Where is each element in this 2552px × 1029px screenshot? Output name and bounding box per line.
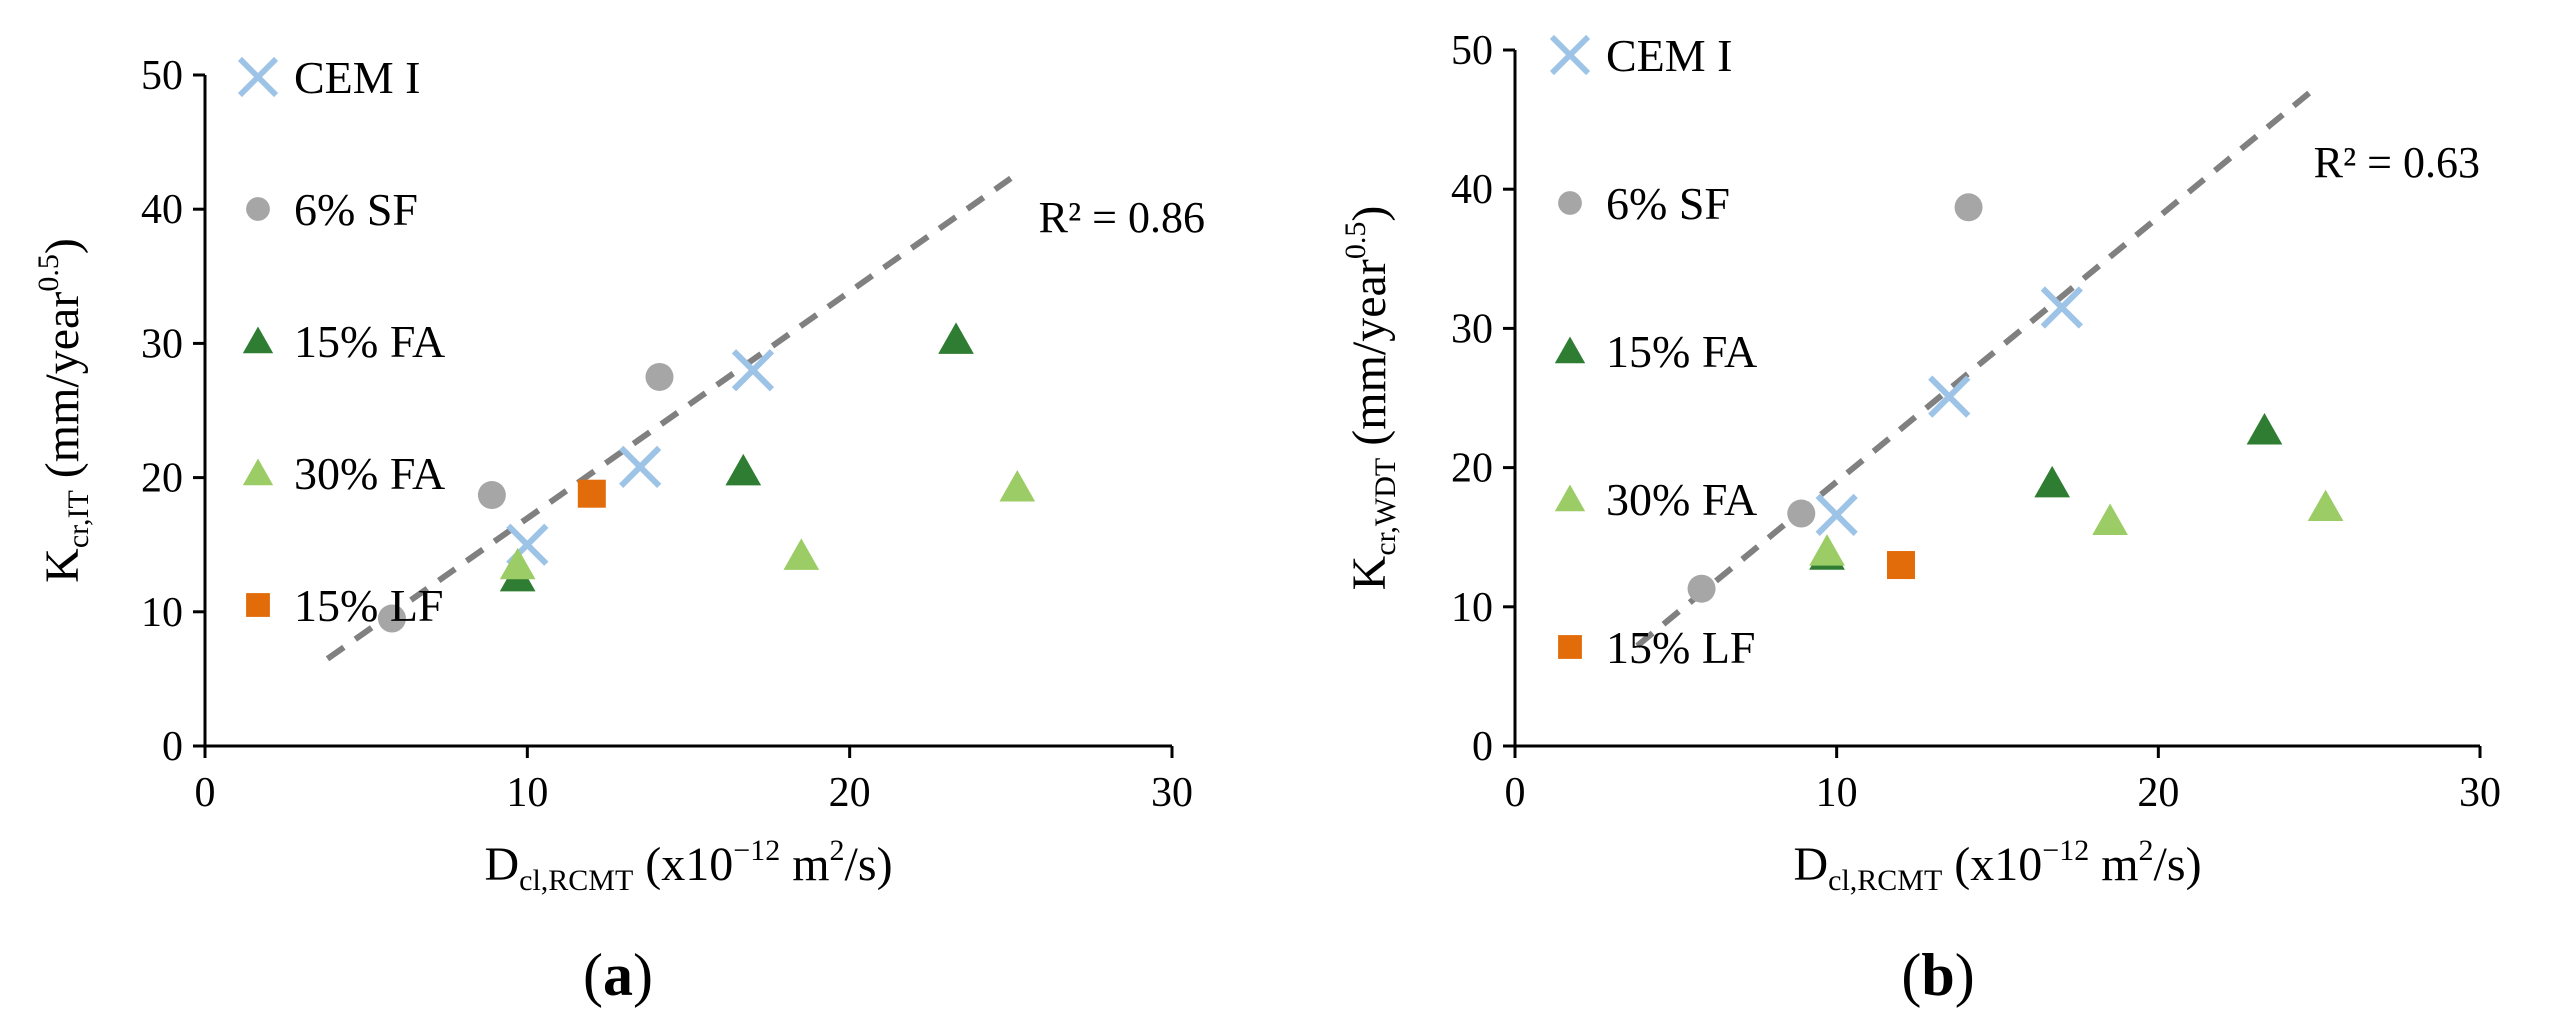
trendline	[1635, 82, 2322, 649]
x-tick-label: 30	[2459, 770, 2501, 816]
legend-marker-15pct-fa	[242, 326, 274, 354]
data-point-6pct-sf	[1687, 574, 1716, 603]
chart-panel-a: 0 10 20 30 40 50 0 10 20 30 Dcl,RCMT (x10−12 m2/s)…	[32, 52, 1205, 897]
r-squared-label: R² = 0.63	[2314, 138, 2480, 187]
data-point-6pct-sf	[1954, 193, 1983, 222]
trendline	[325, 175, 1013, 662]
legend-label-6pct-sf: 6% SF	[294, 184, 418, 235]
data-point-30pct-fa	[2307, 489, 2344, 522]
data-point-15pct-lf	[577, 479, 606, 508]
data-point-15pct-fa	[725, 453, 762, 486]
legend-label-30pct-fa: 30% FA	[1606, 474, 1757, 525]
y-tick-label: 20	[141, 456, 183, 502]
data-point-6pct-sf	[1787, 499, 1816, 528]
data-point-cem-i	[2040, 286, 2083, 329]
x-tick-label: 10	[1816, 770, 1858, 816]
panel-label-b: (b)	[1901, 942, 1974, 1008]
chart-panel-b: 0 10 20 30 40 50 0 10 20 30 Dcl,RCMT (x10−12 m2/s)…	[1339, 28, 2501, 897]
data-point-cem-i	[1815, 493, 1858, 537]
y-tick-label: 0	[1472, 724, 1493, 770]
data-point-cem-i	[619, 445, 662, 488]
x-tick-label: 0	[195, 770, 216, 816]
data-point-6pct-sf	[645, 362, 674, 391]
legend-label-15pct-fa: 15% FA	[294, 316, 445, 367]
data-point-15pct-fa	[938, 322, 974, 354]
y-tick-label: 50	[141, 53, 183, 99]
legend-label-cem-i: CEM I	[1606, 30, 1733, 81]
data-point-cem-i	[731, 349, 775, 392]
data-point-15pct-lf	[1887, 551, 1915, 580]
legend-label-15pct-fa: 15% FA	[1606, 326, 1757, 377]
legend-label-cem-i: CEM I	[294, 52, 421, 103]
legend-marker-15pct-lf	[1558, 635, 1582, 659]
y-tick-label: 10	[141, 590, 183, 636]
y-tick-label: 30	[1451, 306, 1493, 352]
x-tick-label: 20	[829, 770, 871, 816]
data-point-30pct-fa	[499, 547, 536, 580]
panel-label-a: (a)	[583, 942, 653, 1008]
x-axis-title: Dcl,RCMT (x10−12 m2/s)	[484, 834, 892, 897]
y-tick-label: 30	[141, 321, 183, 367]
legend-marker-15pct-lf	[246, 593, 270, 617]
x-tick-label: 30	[1151, 770, 1193, 816]
y-axis-title: Kcr,IT (mm/year0.5)	[32, 238, 95, 583]
data-point-30pct-fa	[783, 538, 820, 570]
legend-label-15pct-lf: 15% LF	[1606, 622, 1756, 673]
legend-marker-cem-i	[1549, 34, 1591, 76]
data-point-30pct-fa	[2092, 503, 2128, 535]
legend-label-30pct-fa: 30% FA	[294, 448, 445, 499]
y-tick-label: 0	[162, 724, 183, 770]
x-tick-label: 20	[2137, 770, 2179, 816]
legend-label-15pct-lf: 15% LF	[294, 580, 444, 631]
legend-label-6pct-sf: 6% SF	[1606, 178, 1730, 229]
data-point-cem-i	[1928, 375, 1971, 418]
legend-marker-6pct-sf	[246, 197, 270, 221]
x-tick-label: 10	[506, 770, 548, 816]
data-point-30pct-fa	[1809, 534, 1845, 566]
y-tick-label: 20	[1451, 446, 1493, 492]
y-tick-label: 40	[1451, 167, 1493, 213]
y-tick-label: 40	[141, 187, 183, 233]
legend-marker-15pct-fa	[1554, 336, 1586, 364]
x-axis-title: Dcl,RCMT (x10−12 m2/s)	[1793, 834, 2201, 897]
r-squared-label: R² = 0.86	[1039, 193, 1205, 242]
data-point-6pct-sf	[377, 604, 406, 633]
data-point-6pct-sf	[477, 481, 506, 510]
data-point-15pct-fa	[2034, 465, 2071, 498]
data-point-30pct-fa	[999, 469, 1036, 502]
legend-marker-cem-i	[237, 56, 279, 98]
x-tick-label: 0	[1505, 770, 1526, 816]
legend-marker-6pct-sf	[1558, 191, 1582, 215]
legend-marker-30pct-fa	[242, 458, 274, 486]
y-tick-label: 50	[1451, 28, 1493, 74]
y-tick-label: 10	[1451, 585, 1493, 631]
data-point-15pct-fa	[2246, 413, 2283, 445]
legend-marker-30pct-fa	[1554, 484, 1586, 512]
y-axis-title: Kcr,WDT (mm/year0.5)	[1339, 206, 1402, 591]
